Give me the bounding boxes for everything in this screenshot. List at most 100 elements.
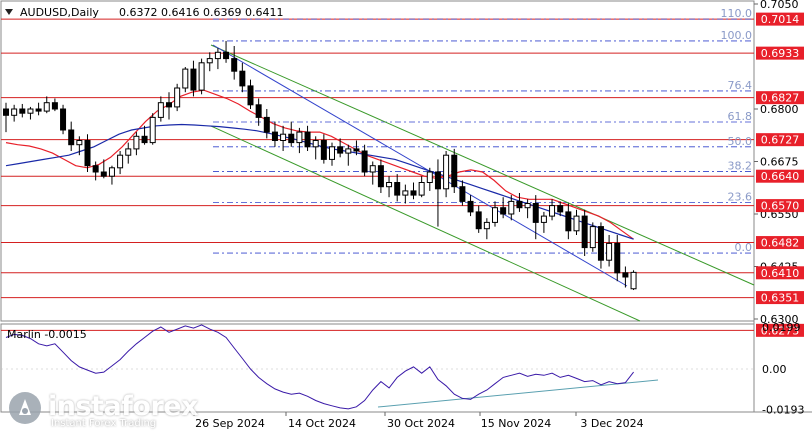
candle: [182, 67, 189, 93]
candle: [630, 270, 637, 291]
candle: [508, 195, 515, 221]
candle-body: [508, 200, 515, 215]
candle-body: [11, 108, 18, 116]
candle: [60, 104, 67, 135]
candle: [532, 195, 539, 240]
candle-body: [27, 108, 34, 114]
price-level-badge: [756, 91, 804, 105]
candle: [557, 201, 564, 217]
time-axis-label: 14 Oct 2024: [288, 417, 356, 430]
candle-body: [166, 102, 172, 108]
chart-ohlc: 0.6372 0.6416 0.6369 0.6411: [119, 6, 283, 19]
candle-body: [214, 51, 221, 60]
candle-body: [483, 221, 490, 230]
price-level-label: 0.6640: [761, 170, 800, 183]
candle-body: [182, 68, 189, 89]
candle: [214, 48, 221, 70]
candle-body: [157, 102, 164, 118]
candle: [549, 199, 556, 221]
candle-body: [108, 167, 115, 177]
price-level-label: 0.6410: [761, 267, 800, 280]
fibo-trend-line: [212, 44, 628, 287]
header-arrow-icon: [5, 9, 13, 15]
candle-body: [402, 190, 409, 196]
candle-body: [614, 242, 621, 274]
candle-body: [35, 108, 42, 112]
indicator-axis-label: 0.00: [762, 363, 787, 376]
candle: [581, 209, 588, 256]
watermark: instaforex Instant Forex Trading: [6, 391, 199, 431]
candle-body: [353, 148, 360, 152]
time-axis-label: 15 Nov 2024: [481, 417, 551, 430]
candle-body: [125, 148, 132, 156]
candle: [443, 151, 450, 198]
candle-body: [296, 131, 303, 144]
candle: [43, 96, 50, 114]
candle: [402, 184, 409, 204]
candle-body: [410, 190, 417, 196]
fibo-level-label: 100.0: [721, 29, 753, 42]
candle: [92, 161, 99, 181]
candle: [141, 125, 148, 145]
price-badges: 0.7014 0.6933 0.6827 0.6727 0.6640 0.6570 0.64…: [756, 12, 804, 337]
candle: [288, 121, 295, 147]
candle: [622, 266, 629, 288]
candle-body: [133, 135, 140, 150]
candle: [231, 46, 238, 80]
candle-body: [84, 140, 91, 167]
candle: [361, 144, 368, 177]
candle-body: [606, 242, 613, 261]
candlesticks: [3, 40, 637, 291]
candle-body: [524, 203, 531, 209]
candle: [597, 222, 604, 269]
candle: [198, 58, 205, 95]
fibo-level-label: 38.2: [728, 160, 753, 173]
marlin-label: Marlin -0.0015: [7, 328, 87, 341]
candle: [255, 98, 262, 126]
candle-body: [149, 116, 156, 144]
candle: [418, 176, 425, 198]
candle: [247, 79, 254, 109]
candle-body: [288, 133, 295, 144]
candle-body: [386, 182, 393, 188]
candle-body: [223, 51, 230, 60]
candle: [206, 52, 213, 72]
candle: [35, 102, 42, 116]
time-axis: 26 Sep 2024 14 Oct 2024 30 Oct 2024 15 Nov …: [193, 412, 644, 430]
trend-channel: [210, 44, 755, 322]
candle-body: [312, 140, 319, 148]
candle-body: [540, 215, 547, 223]
candle: [174, 83, 181, 112]
candle: [11, 104, 18, 122]
marlin-trend-line: [377, 379, 659, 408]
candle-body: [337, 146, 344, 154]
price-level-label: 0.6933: [761, 47, 800, 60]
candle-body: [467, 200, 474, 213]
chart-header: AUDUSD,Daily: [20, 6, 99, 19]
candle: [434, 159, 441, 227]
candle-body: [247, 85, 254, 106]
candle-body: [549, 205, 556, 217]
candle: [386, 176, 393, 198]
price-level-badge: [756, 323, 804, 337]
price-axis-label: 0.6675: [760, 156, 799, 169]
price-level-badge: [756, 169, 804, 183]
candle-body: [369, 165, 376, 173]
fibo-level-label: 110.0: [721, 7, 753, 20]
candle: [500, 197, 507, 219]
candle-body: [589, 226, 596, 249]
candle: [263, 109, 270, 139]
candle-body: [43, 102, 50, 112]
candle: [19, 103, 26, 118]
candle-body: [329, 146, 335, 160]
price-level-badge: [756, 199, 804, 213]
candle: [296, 127, 303, 154]
fibo-level-label: 76.4: [728, 79, 753, 92]
candle-body: [271, 131, 278, 142]
price-level-badge: [756, 133, 804, 147]
candle: [369, 161, 376, 185]
candle-body: [516, 200, 523, 209]
marlin-line: [5, 324, 634, 410]
price-level-label: 0.7014: [761, 13, 800, 26]
candle-body: [3, 108, 9, 116]
